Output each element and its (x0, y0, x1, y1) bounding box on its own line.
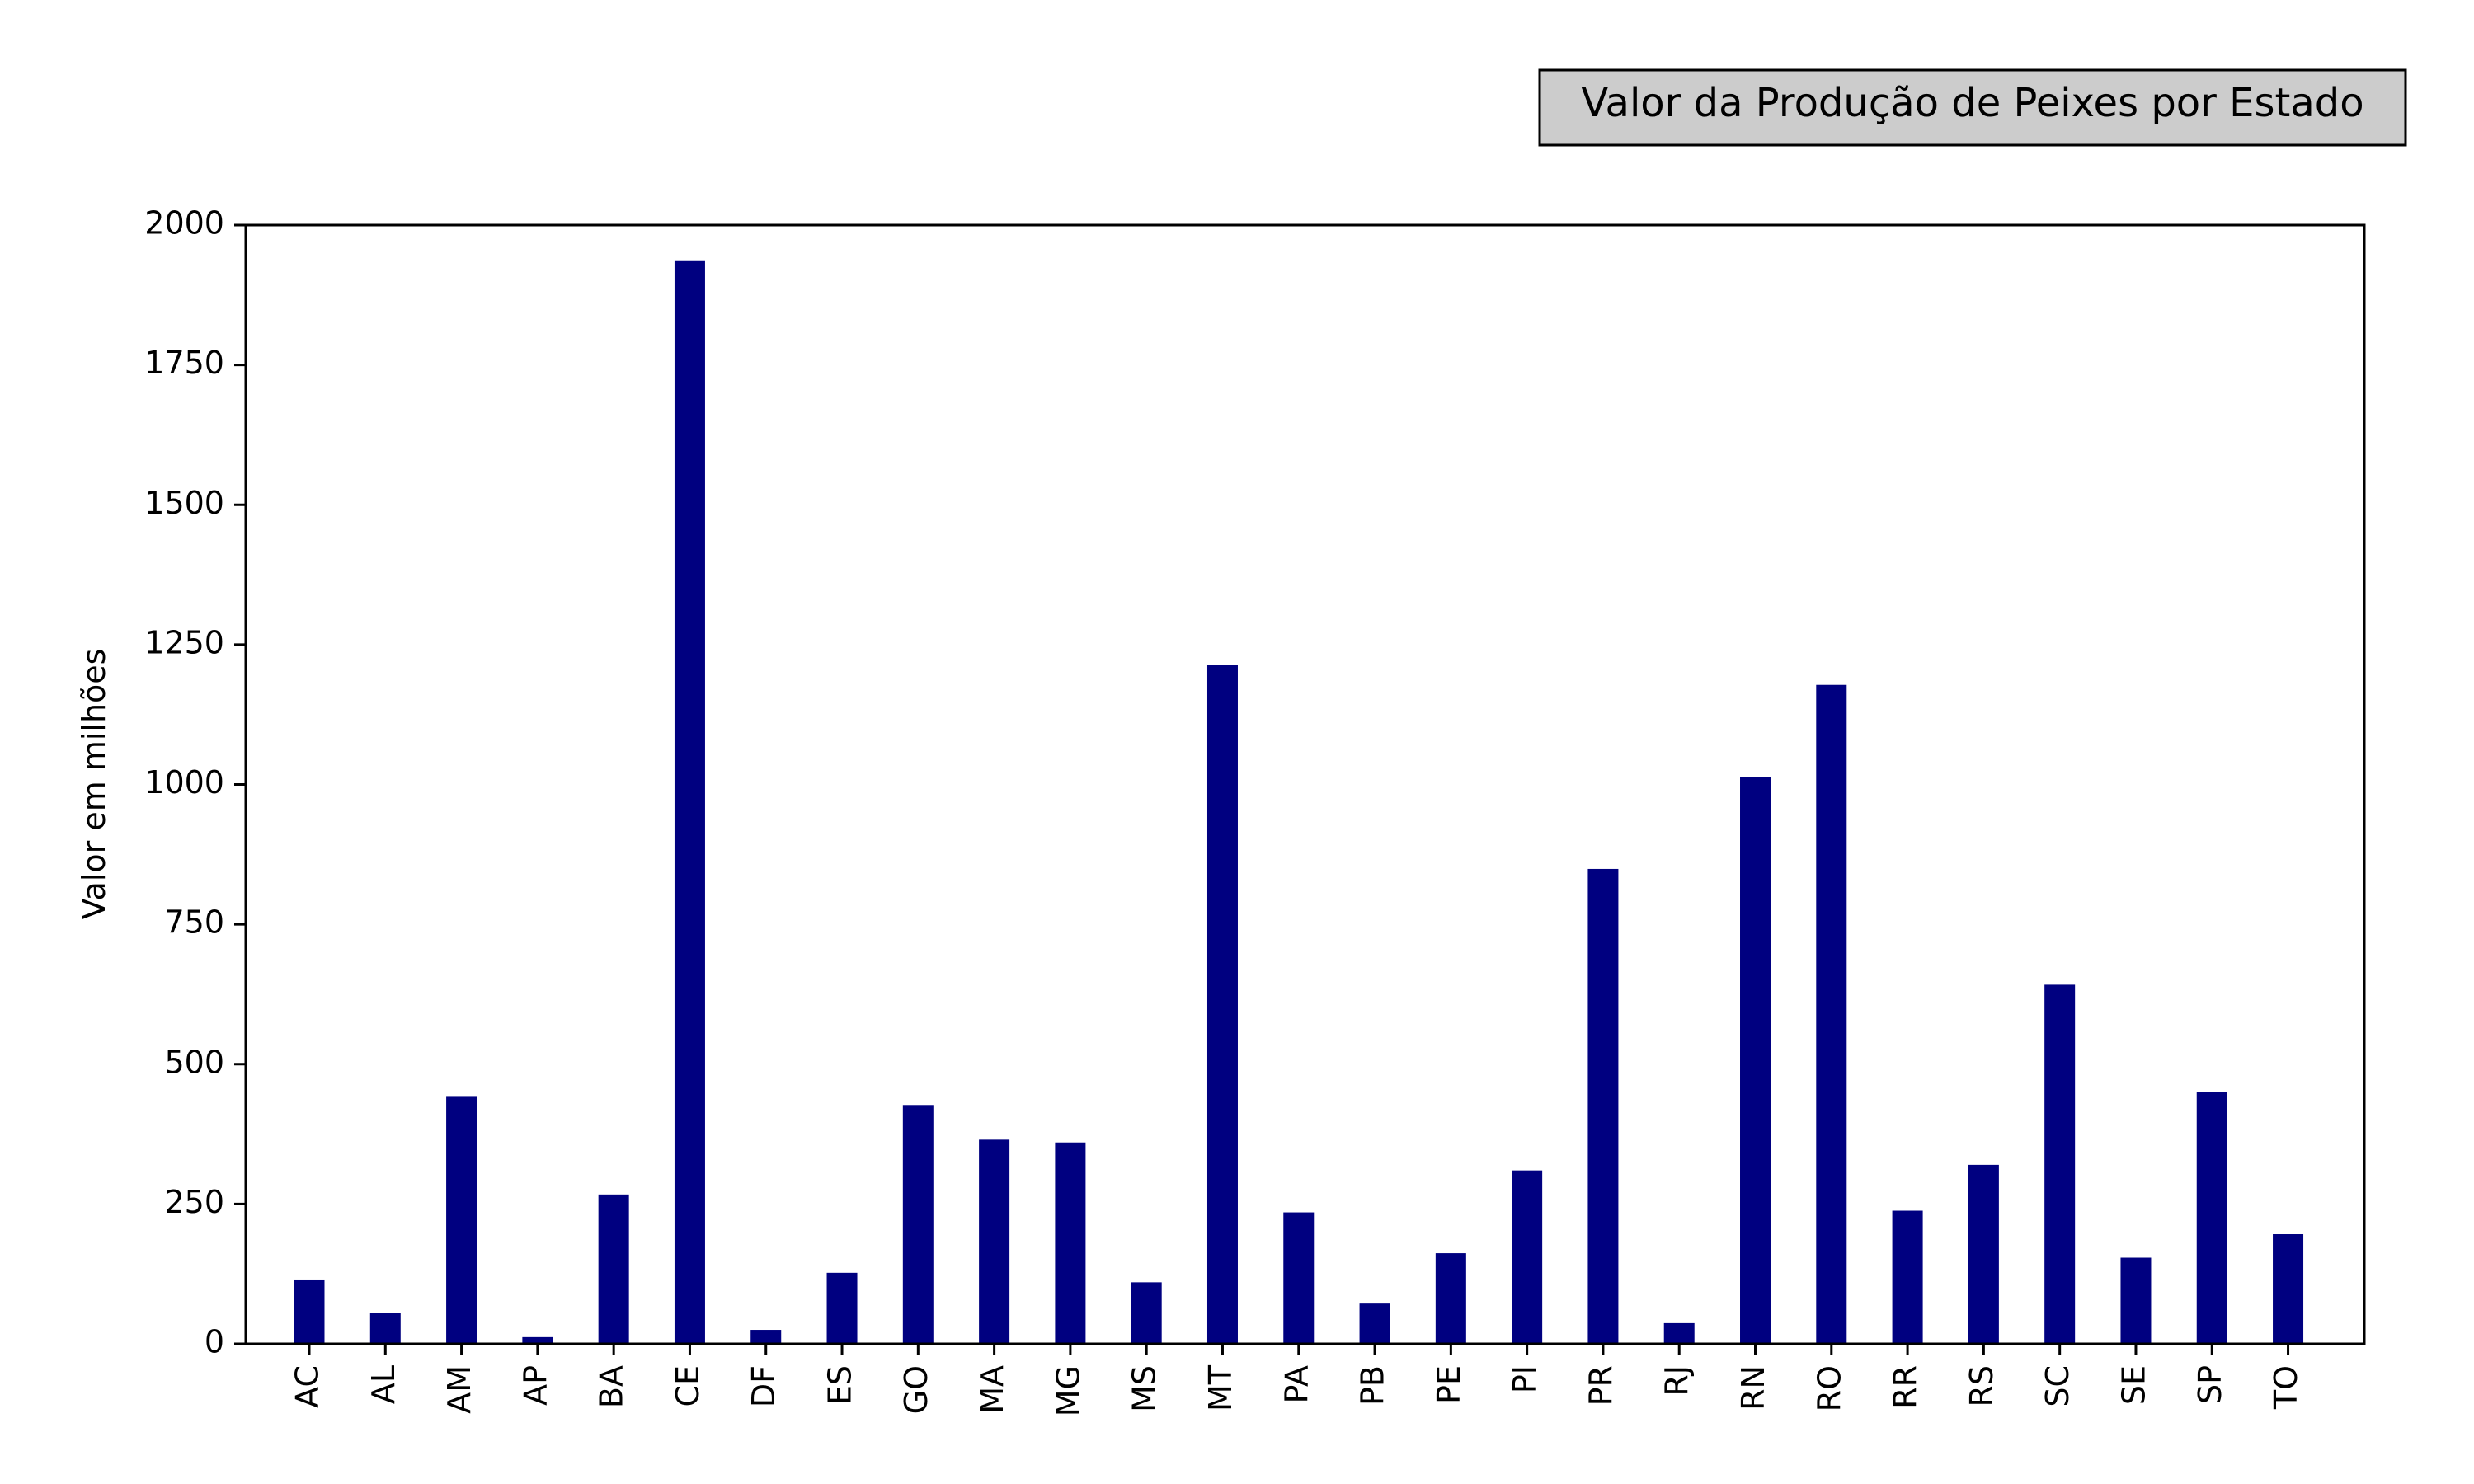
x-tick-label-am: AM (441, 1365, 477, 1414)
bar-pa (1283, 1212, 1315, 1344)
bar-sc (2044, 984, 2076, 1344)
x-tick-label-sp: SP (2192, 1365, 2228, 1404)
bar-ap (522, 1336, 553, 1344)
x-tick-label-pi: PI (1507, 1365, 1543, 1393)
x-tick-label-mg: MG (1050, 1365, 1086, 1416)
bar-se (2120, 1257, 2152, 1344)
x-tick-label-al: AL (365, 1365, 402, 1404)
y-tick-label-500: 500 (164, 1044, 224, 1080)
x-tick-label-ap: AP (517, 1365, 553, 1406)
y-tick-label-1250: 1250 (144, 624, 224, 660)
bar-to (2273, 1234, 2304, 1344)
chart-title-group: Valor da Produção de Peixes por Estado (1538, 68, 2407, 147)
x-tick-label-to: TO (2268, 1365, 2304, 1410)
x-tick-label-sc: SC (2039, 1365, 2076, 1407)
x-tick-label-df: DF (745, 1365, 782, 1407)
y-axis: 0 250 500 750 1000 1250 1500 1750 2000 (144, 205, 246, 1360)
bar-rj (1663, 1322, 1695, 1344)
y-tick-label-2000: 2000 (144, 205, 224, 242)
bar-rs (1968, 1164, 1999, 1344)
bar-ce (674, 260, 705, 1344)
bar-ma (979, 1139, 1010, 1344)
bar-pi (1512, 1170, 1543, 1344)
bar-ba (598, 1194, 629, 1344)
x-tick-label-pr: PR (1583, 1365, 1619, 1406)
y-tick-label-1750: 1750 (144, 345, 224, 381)
x-tick-label-mt: MT (1202, 1364, 1239, 1411)
bar-rn (1740, 777, 1771, 1344)
y-tick-label-0: 0 (205, 1324, 224, 1360)
bar-mg (1055, 1142, 1086, 1344)
chart-title-box (1538, 68, 2407, 147)
bar-df (750, 1330, 782, 1344)
x-tick-label-ce: CE (670, 1365, 706, 1407)
x-tick-label-rn: RN (1735, 1365, 1771, 1411)
x-tick-label-es: ES (822, 1365, 858, 1405)
bar-ac (294, 1279, 325, 1344)
x-tick-label-ba: BA (594, 1365, 630, 1408)
bar-pr (1587, 868, 1619, 1344)
x-tick-label-pa: PA (1278, 1365, 1315, 1403)
bar-rr (1892, 1210, 1923, 1344)
y-tick-label-750: 750 (164, 904, 224, 941)
y-tick-label-1000: 1000 (144, 764, 224, 801)
y-tick-label-1500: 1500 (144, 485, 224, 521)
bar-sp (2196, 1092, 2227, 1344)
x-tick-label-rj: RJ (1659, 1365, 1696, 1397)
y-axis-title: Valor em milhões (76, 649, 112, 920)
x-axis: AC AL AM AP BA CE DF ES GO MA MG MS MT PA PB PE PI PR RJ RN… (289, 1344, 2304, 1416)
bar-mt (1206, 665, 1238, 1344)
bar-es (826, 1272, 858, 1344)
x-tick-label-se: SE (2115, 1365, 2152, 1405)
chart-title: Valor da Produção de Peixes por Estado (1581, 80, 2363, 126)
bar-ms (1131, 1282, 1162, 1344)
y-tick-label-250: 250 (164, 1184, 224, 1220)
x-tick-label-ma: MA (974, 1365, 1010, 1414)
x-tick-label-pb: PB (1355, 1365, 1391, 1406)
bar-pe (1435, 1253, 1466, 1344)
bar-pb (1359, 1303, 1390, 1344)
bar-ro (1816, 684, 1847, 1344)
x-tick-label-go: GO (898, 1365, 934, 1414)
x-tick-label-rr: RR (1888, 1365, 1924, 1409)
bar-go (902, 1105, 934, 1344)
x-tick-label-ac: AC (289, 1365, 326, 1408)
bar-series (294, 260, 2304, 1344)
bar-al (369, 1313, 401, 1344)
bar-am (446, 1096, 477, 1344)
x-tick-label-ms: MS (1126, 1365, 1163, 1412)
x-tick-label-rs: RS (1964, 1365, 2000, 1407)
x-tick-label-ro: RO (1811, 1365, 1847, 1411)
x-tick-label-pe: PE (1431, 1365, 1467, 1404)
